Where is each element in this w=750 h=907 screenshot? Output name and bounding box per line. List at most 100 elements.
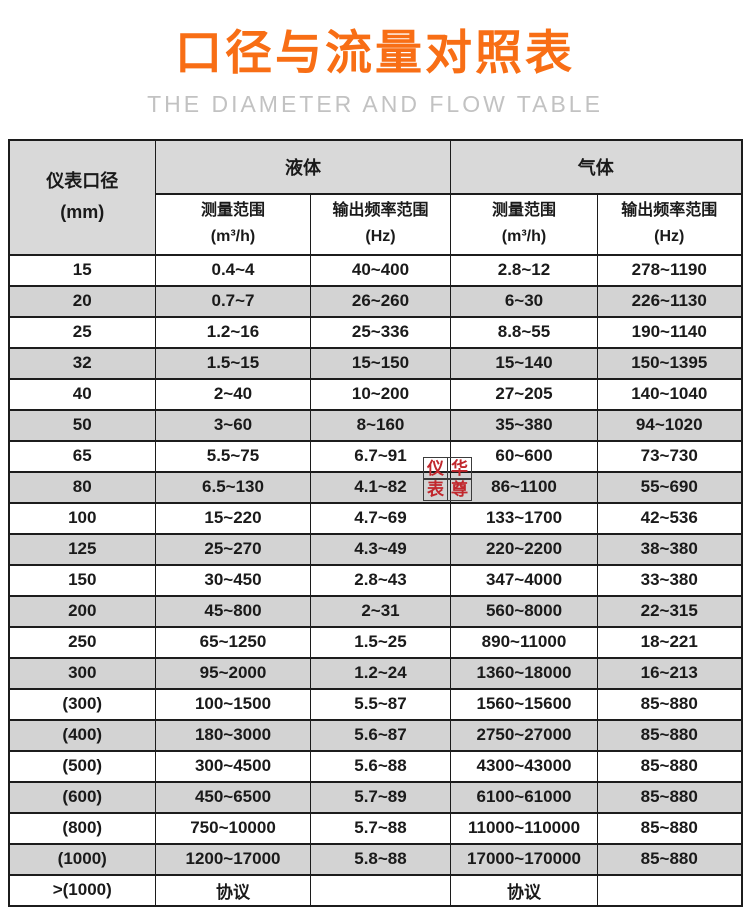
table-row: 32 1.5~15 15~150 15~140 150~1395: [8, 346, 742, 380]
table-row: 150 30~450 2.8~43 347~4000 33~380: [8, 563, 742, 597]
table-row: 40 2~40 10~200 27~205 140~1040: [8, 377, 742, 411]
value-cell: 27~205: [450, 377, 598, 411]
diameter-cell: (1000): [8, 842, 156, 876]
value-cell: 38~380: [597, 532, 742, 566]
diameter-cell: 15: [8, 253, 156, 287]
value-cell: 750~10000: [155, 811, 311, 845]
table-row: 50 3~60 8~160 35~380 94~1020: [8, 408, 742, 442]
table-row: 65 5.5~75 6.7~91 60~600 73~730: [8, 439, 742, 473]
header-group-row: 仪表口径 (mm) 液体 气体: [8, 138, 742, 256]
value-cell: 94~1020: [597, 408, 742, 442]
header-sub-row: 测量范围 (m³/h) 输出频率范围 (Hz) 测量范围 (m³/h) 输出频率…: [9, 192, 742, 256]
value-cell: 18~221: [597, 625, 742, 659]
value-cell: 65~1250: [155, 625, 311, 659]
value-cell: 560~8000: [450, 594, 598, 628]
value-cell: 300~4500: [155, 749, 311, 783]
value-cell: 5.5~75: [155, 439, 311, 473]
header-liquid-freq-label: 输出频率范围: [332, 202, 429, 219]
value-cell: 220~2200: [450, 532, 598, 566]
value-cell: 42~536: [597, 501, 742, 535]
value-cell: 180~3000: [155, 718, 311, 752]
value-cell: 30~450: [155, 563, 311, 597]
watermark-row: 仪华: [423, 457, 472, 480]
value-cell: 3~60: [155, 408, 311, 442]
header-group-gas: 气体: [450, 138, 742, 195]
value-cell: 278~1190: [597, 253, 742, 287]
header-gas-freq-label: 输出频率范围: [621, 202, 718, 219]
watermark-char: 华: [447, 457, 472, 480]
diameter-cell: 20: [8, 284, 156, 318]
header-gas-range: 测量范围 (m³/h): [450, 192, 598, 256]
value-cell: 73~730: [597, 439, 742, 473]
diameter-cell: (300): [8, 687, 156, 721]
table-row: 15 0.4~4 40~400 2.8~12 278~1190: [8, 253, 742, 287]
value-cell: 22~315: [597, 594, 742, 628]
value-cell: 1.2~24: [310, 656, 451, 690]
header-liquid-range-unit: (m³/h): [210, 228, 256, 246]
value-cell: 86~1100: [450, 470, 598, 504]
value-cell: 100~1500: [155, 687, 311, 721]
watermark-stamp: 仪华 表尊: [423, 457, 472, 501]
value-cell: 40~400: [310, 253, 451, 287]
diameter-cell: 100: [8, 501, 156, 535]
header-diameter-label: 仪表口径: [46, 170, 119, 191]
value-cell: 0.7~7: [155, 284, 311, 318]
value-cell: 890~11000: [450, 625, 598, 659]
header-gas-range-unit: (m³/h): [501, 228, 547, 246]
value-cell: 5.7~88: [310, 811, 451, 845]
value-cell: 55~690: [597, 470, 742, 504]
table-row: (300) 100~1500 5.5~87 1560~15600 85~880: [8, 687, 742, 721]
value-cell: 85~880: [597, 749, 742, 783]
value-cell: 17000~170000: [450, 842, 598, 876]
value-cell: 85~880: [597, 842, 742, 876]
value-cell: 95~2000: [155, 656, 311, 690]
value-cell: 35~380: [450, 408, 598, 442]
value-cell: 5.8~88: [310, 842, 451, 876]
diameter-cell: 300: [8, 656, 156, 690]
value-cell: 1360~18000: [450, 656, 598, 690]
flow-comparison-table: 仪表口径 (mm) 液体 气体 测量范围 (m³/h) 输出频率范围 (Hz) …: [7, 138, 743, 907]
value-cell: 5.5~87: [310, 687, 451, 721]
value-cell: 8.8~55: [450, 315, 598, 349]
table-row: 25 1.2~16 25~336 8.8~55 190~1140: [8, 315, 742, 349]
value-cell: 2750~27000: [450, 718, 598, 752]
value-cell: 4.1~82: [310, 470, 451, 504]
value-cell: 2~40: [155, 377, 311, 411]
value-cell: 2.8~12: [450, 253, 598, 287]
value-cell: 6~30: [450, 284, 598, 318]
header-liquid-freq: 输出频率范围 (Hz): [310, 192, 451, 256]
value-cell: 0.4~4: [155, 253, 311, 287]
value-cell: 25~336: [310, 315, 451, 349]
diameter-cell: 150: [8, 563, 156, 597]
value-cell: 4300~43000: [450, 749, 598, 783]
table-header: 仪表口径 (mm) 液体 气体 测量范围 (m³/h) 输出频率范围 (Hz) …: [8, 138, 742, 256]
value-cell: 6.7~91: [310, 439, 451, 473]
diameter-cell: >(1000): [8, 873, 156, 907]
value-cell: 4.3~49: [310, 532, 451, 566]
value-cell: 140~1040: [597, 377, 742, 411]
value-cell: 85~880: [597, 687, 742, 721]
value-cell: 45~800: [155, 594, 311, 628]
value-cell: 2.8~43: [310, 563, 451, 597]
value-cell: 15~220: [155, 501, 311, 535]
diameter-cell: 40: [8, 377, 156, 411]
value-cell: 190~1140: [597, 315, 742, 349]
diameter-cell: (400): [8, 718, 156, 752]
table-row: (500) 300~4500 5.6~88 4300~43000 85~880: [8, 749, 742, 783]
value-cell: 1560~15600: [450, 687, 598, 721]
header-gas-range-label: 测量范围: [491, 202, 556, 219]
table-row: >(1000) 协议 协议: [8, 873, 742, 907]
value-cell: 150~1395: [597, 346, 742, 380]
table-body: 15 0.4~4 40~400 2.8~12 278~1190 20 0.7~7 26~260…: [8, 253, 742, 907]
value-cell: 226~1130: [597, 284, 742, 318]
table-row: 250 65~1250 1.5~25 890~11000 18~221: [8, 625, 742, 659]
page-subtitle: THE DIAMETER AND FLOW TABLE: [147, 91, 603, 118]
value-cell: 11000~110000: [450, 811, 598, 845]
value-cell: 25~270: [155, 532, 311, 566]
value-cell: 1.5~15: [155, 346, 311, 380]
value-cell: 450~6500: [155, 780, 311, 814]
value-cell: [597, 873, 742, 907]
table-row: 20 0.7~7 26~260 6~30 226~1130: [8, 284, 742, 318]
diameter-cell: 25: [8, 315, 156, 349]
value-cell: 1.5~25: [310, 625, 451, 659]
